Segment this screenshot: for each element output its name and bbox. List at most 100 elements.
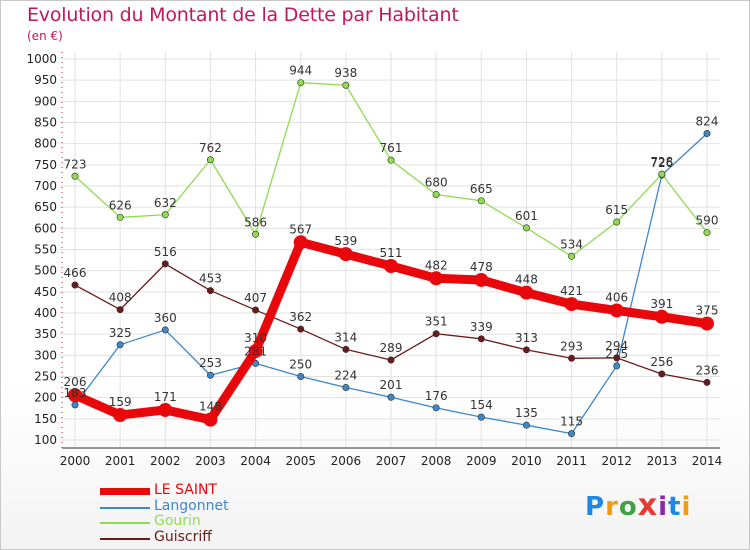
series-gourin xyxy=(71,79,711,260)
x-tick-label: 2002 xyxy=(150,454,181,468)
data-point-langonnet xyxy=(71,401,79,409)
y-tick-label: 100 xyxy=(34,433,57,447)
data-point-gourin xyxy=(161,211,169,219)
proxiti-logo: Proxiti xyxy=(585,488,692,523)
x-tick-label: 2011 xyxy=(556,454,587,468)
data-point-guiscriff xyxy=(206,287,214,295)
y-tick-label: 300 xyxy=(34,348,57,362)
data-point-guiscriff xyxy=(522,346,530,354)
data-point-guiscriff xyxy=(387,356,395,364)
data-label-gourin: 680 xyxy=(425,175,448,189)
legend-swatch xyxy=(100,507,150,509)
data-label-langonnet: 726 xyxy=(650,156,673,170)
chart-unit: (en €) xyxy=(27,29,63,43)
data-point-gourin xyxy=(613,218,621,226)
data-point-gourin xyxy=(477,197,485,205)
data-point-le-saint xyxy=(474,272,489,287)
data-point-le-saint xyxy=(700,316,714,331)
data-label-langonnet: 183 xyxy=(64,386,87,400)
data-point-le-saint xyxy=(68,388,82,403)
data-label-langonnet: 253 xyxy=(199,356,222,370)
x-tick-label: 2006 xyxy=(331,454,362,468)
data-point-gourin xyxy=(522,224,530,232)
y-tick-label: 1000 xyxy=(26,52,57,66)
y-tick-label: 700 xyxy=(34,179,57,193)
data-label-guiscriff: 293 xyxy=(560,339,583,353)
data-label-gourin: 590 xyxy=(696,214,719,228)
data-label-langonnet: 224 xyxy=(334,369,357,383)
data-point-gourin xyxy=(206,156,214,164)
data-label-gourin: 665 xyxy=(470,182,493,196)
legend-label: Gourin xyxy=(154,513,201,529)
data-point-langonnet xyxy=(161,326,169,334)
legend-swatch xyxy=(100,522,150,524)
data-label-langonnet: 201 xyxy=(380,378,403,392)
y-tick-label: 900 xyxy=(34,94,57,108)
data-point-le-saint xyxy=(203,412,218,427)
data-label-langonnet: 154 xyxy=(470,398,493,412)
data-point-le-saint xyxy=(384,259,398,274)
data-point-langonnet xyxy=(342,384,350,392)
data-point-le-saint xyxy=(158,402,173,417)
data-label-langonnet: 325 xyxy=(109,326,132,340)
x-tick-label: 2014 xyxy=(692,454,723,468)
data-point-gourin xyxy=(342,81,350,89)
data-label-gourin: 626 xyxy=(109,198,132,212)
grid xyxy=(60,52,720,448)
data-point-gourin xyxy=(703,229,711,237)
data-label-guiscriff: 236 xyxy=(696,363,719,377)
data-point-gourin xyxy=(387,156,395,164)
data-point-guiscriff xyxy=(613,354,621,362)
data-point-le-saint xyxy=(338,247,353,262)
data-point-guiscriff xyxy=(297,325,305,333)
data-point-langonnet xyxy=(432,404,440,412)
data-point-gourin xyxy=(568,252,576,260)
data-label-gourin: 728 xyxy=(650,155,673,169)
data-point-guiscriff xyxy=(71,281,79,289)
chart-title: Evolution du Montant de la Dette par Hab… xyxy=(27,4,459,26)
x-tick-label: 2004 xyxy=(240,454,271,468)
x-tick-label: 2007 xyxy=(376,454,407,468)
data-label-langonnet: 824 xyxy=(696,115,719,129)
data-point-le-saint xyxy=(113,408,128,423)
data-label-langonnet: 115 xyxy=(560,415,583,429)
x-tick-label: 2001 xyxy=(105,454,136,468)
data-label-le-saint: 391 xyxy=(650,297,673,311)
data-label-le-saint: 511 xyxy=(380,246,403,260)
x-tick-label: 2008 xyxy=(421,454,452,468)
y-tick-label: 750 xyxy=(34,158,57,172)
data-point-gourin xyxy=(252,230,260,238)
data-label-le-saint: 421 xyxy=(560,284,583,298)
data-point-gourin xyxy=(116,213,124,221)
y-tick-label: 250 xyxy=(34,370,57,384)
data-point-langonnet xyxy=(613,362,621,370)
data-label-le-saint: 539 xyxy=(334,234,357,248)
data-point-langonnet xyxy=(703,130,711,138)
data-label-le-saint: 482 xyxy=(425,258,448,272)
y-tick-label: 650 xyxy=(34,200,57,214)
data-label-gourin: 601 xyxy=(515,209,538,223)
data-point-le-saint xyxy=(654,309,669,324)
data-label-guiscriff: 314 xyxy=(334,330,357,344)
x-tick-label: 2003 xyxy=(195,454,226,468)
data-label-guiscriff: 289 xyxy=(380,341,403,355)
data-point-guiscriff xyxy=(161,260,169,268)
data-label-guiscriff: 407 xyxy=(244,291,267,305)
data-label-guiscriff: 516 xyxy=(154,245,177,259)
data-point-langonnet xyxy=(206,371,214,379)
data-point-le-saint xyxy=(609,303,624,318)
data-label-guiscriff: 408 xyxy=(109,291,132,305)
data-label-le-saint: 478 xyxy=(470,260,493,274)
data-label-guiscriff: 294 xyxy=(605,339,628,353)
data-label-guiscriff: 351 xyxy=(425,315,448,329)
data-label-le-saint: 310 xyxy=(244,331,267,345)
data-point-guiscriff xyxy=(342,345,350,353)
data-label-le-saint: 148 xyxy=(199,400,222,414)
data-point-langonnet xyxy=(387,393,395,401)
data-point-gourin xyxy=(297,79,305,87)
y-tick-label: 200 xyxy=(34,391,57,405)
data-label-guiscriff: 256 xyxy=(650,355,673,369)
x-tick-label: 2012 xyxy=(601,454,632,468)
data-point-guiscriff xyxy=(703,378,711,386)
